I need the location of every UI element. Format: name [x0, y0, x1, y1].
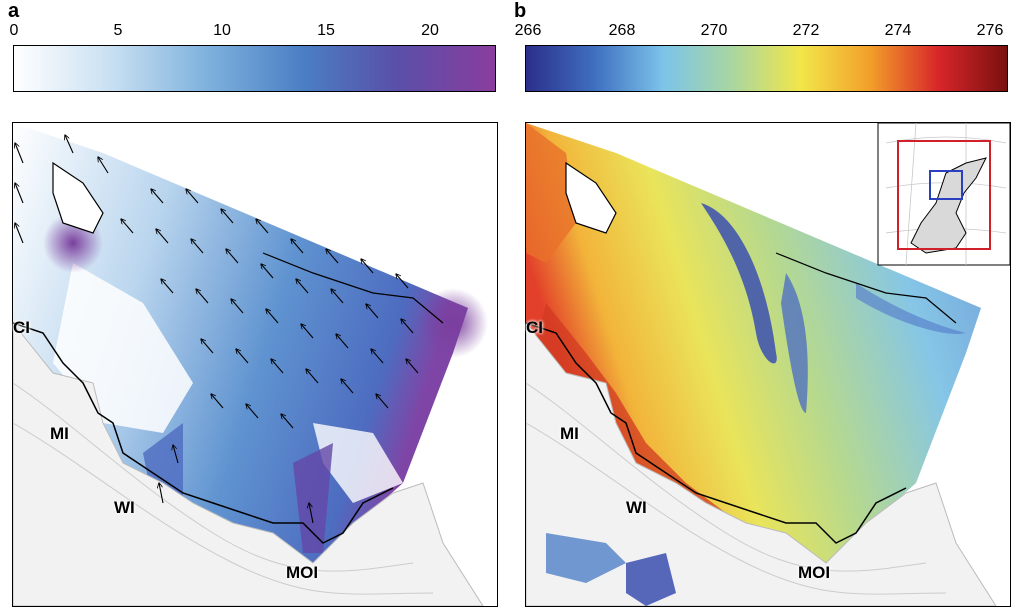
terrain-contour: [526, 422, 947, 595]
island-outline: [52, 161, 104, 234]
land-mass: [526, 322, 997, 606]
terrain-contour: [13, 422, 434, 595]
colorbar-b-tick: 268: [608, 22, 636, 39]
colorbar-a-tick: 5: [113, 22, 123, 39]
wind-speed-map: [12, 122, 498, 607]
temperature-map: [525, 122, 1011, 607]
colorbar-a-tick: 0: [9, 22, 19, 39]
colorbar-a-tick: 20: [421, 22, 439, 39]
panel-b-letter: b: [514, 0, 527, 22]
ice-shelf-edge: [775, 252, 957, 324]
panel-a-letter: a: [8, 0, 20, 22]
terrain-contour: [13, 382, 414, 572]
coastline: [526, 322, 907, 544]
land-temperature-patch: [626, 553, 676, 606]
island-outline: [565, 161, 617, 234]
coastline: [13, 322, 394, 544]
temperature-colorbar: [525, 45, 1008, 92]
colorbar-a-tick: 15: [317, 22, 335, 39]
inset-peninsula: [910, 157, 987, 254]
land-mass: [13, 322, 484, 606]
inset-outer-domain: [897, 140, 991, 250]
wind-speed-colorbar: [13, 45, 496, 92]
colorbar-a-tick: 10: [213, 22, 231, 39]
place-label-ci: CI: [526, 318, 543, 337]
colorbar-b-tick: 270: [700, 22, 728, 39]
inset-inner-domain: [929, 170, 963, 200]
land-temperature-patch: [546, 533, 626, 583]
wind-jet: [293, 443, 333, 553]
warm-coastal-band: [536, 303, 726, 523]
inset-locator-map: [877, 123, 1010, 266]
place-label-moi: MOI: [798, 563, 831, 582]
cold-streak: [781, 273, 808, 413]
colorbar-b-tick: 274: [884, 22, 912, 39]
wind-speed-map-canvas: [13, 123, 488, 606]
ice-shelf-edge: [262, 252, 444, 324]
place-label-wi: WI: [114, 498, 135, 517]
cold-streak: [701, 203, 777, 364]
cold-streak: [856, 283, 966, 334]
colorbar-b-tick: 276: [976, 22, 1004, 39]
terrain-contour: [526, 382, 927, 572]
place-label-wi: WI: [626, 498, 647, 517]
colorbar-b-tick: 272: [792, 22, 820, 39]
calm-zone: [313, 423, 403, 503]
colorbar-b-tick: 266: [514, 22, 542, 39]
place-label-mi: MI: [50, 424, 69, 443]
place-label-ci: CI: [13, 318, 30, 337]
place-label-mi: MI: [560, 424, 579, 443]
wind-vectors: [15, 135, 419, 524]
place-label-moi: MOI: [286, 563, 319, 582]
temperature-map-canvas: [526, 123, 1010, 606]
wind-maximum: [418, 288, 488, 358]
warm-coastal-band: [526, 123, 576, 263]
